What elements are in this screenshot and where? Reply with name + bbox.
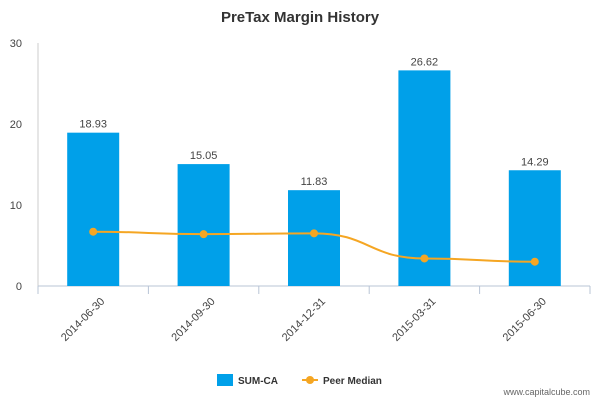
legend: SUM-CA Peer Median xyxy=(217,374,382,387)
data-label: 11.83 xyxy=(301,176,328,188)
x-tick-label: 2015-06-30 xyxy=(501,296,549,344)
bar-2014-09-30[interactable] xyxy=(177,164,230,286)
y-tick-label: 20 xyxy=(10,119,22,131)
legend-line-marker xyxy=(306,376,314,384)
bar-2015-03-31[interactable] xyxy=(398,70,451,287)
peer-median-point-2014-06-30[interactable] xyxy=(89,227,98,236)
legend-label-line[interactable]: Peer Median xyxy=(323,376,382,387)
bar-2014-06-30[interactable] xyxy=(67,132,120,286)
x-tick-label: 2014-06-30 xyxy=(59,296,107,344)
legend-label-bar[interactable]: SUM-CA xyxy=(238,376,278,387)
x-tick-label: 2015-03-31 xyxy=(390,296,438,344)
data-label: 15.05 xyxy=(190,150,218,162)
bars-group: 18.93 15.05 11.83 26.62 14.29 xyxy=(67,56,561,287)
peer-median-point-2014-09-30[interactable] xyxy=(199,230,208,239)
peer-median-point-2015-06-30[interactable] xyxy=(530,257,539,266)
x-tick-label: 2014-09-30 xyxy=(169,296,217,344)
legend-bar-swatch xyxy=(217,374,233,386)
data-label: 26.62 xyxy=(411,56,439,68)
bar-2015-06-30[interactable] xyxy=(508,170,561,286)
data-label: 14.29 xyxy=(521,156,549,168)
y-tick-label: 30 xyxy=(10,38,22,50)
credit-text: www.capitalcube.com xyxy=(502,387,590,397)
x-tick-label: 2014-12-31 xyxy=(280,296,328,344)
chart-title: PreTax Margin History xyxy=(221,9,380,26)
y-tick-label: 10 xyxy=(10,200,22,212)
data-label: 18.93 xyxy=(79,119,107,131)
bar-2014-12-31[interactable] xyxy=(288,190,340,286)
peer-median-point-2015-03-31[interactable] xyxy=(420,254,429,263)
peer-median-line-group xyxy=(89,227,539,266)
y-tick-label: 0 xyxy=(16,281,22,293)
peer-median-point-2014-12-31[interactable] xyxy=(310,229,318,238)
